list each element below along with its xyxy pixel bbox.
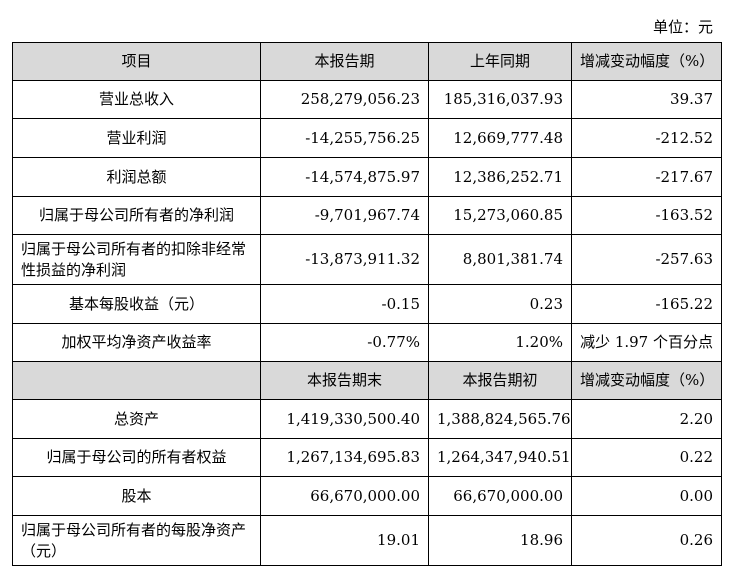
header-period-end: 本报告期末 [260,361,429,400]
row-label: 归属于母公司所有者的扣除非经常性损益的净利润 [12,234,261,285]
row-label: 营业总收入 [12,80,261,119]
header-row: 项目 本报告期 上年同期 增减变动幅度（%） [12,42,722,81]
prior-value: 1,264,347,940.51 [428,438,572,477]
table-row: 营业总收入 258,279,056.23 185,316,037.93 39.3… [12,80,722,119]
change-value: 0.22 [571,438,722,477]
header-change-rate: 增减变动幅度（%） [571,42,722,81]
prior-value: 66,670,000.00 [428,476,572,516]
change-value: -257.63 [571,234,722,285]
change-value: 0.26 [571,515,722,566]
table-row: 营业利润 -14,255,756.25 12,669,777.48 -212.5… [12,118,722,158]
prior-value: 12,669,777.48 [428,118,572,158]
row-label: 营业利润 [12,118,261,158]
header-prior-period: 上年同期 [428,42,572,81]
row-label: 利润总额 [12,157,261,197]
change-value: 2.20 [571,399,722,439]
row-label: 归属于母公司所有者的净利润 [12,196,261,235]
prior-value: 1,388,824,565.76 [428,399,572,439]
table-row: 基本每股收益（元） -0.15 0.23 -165.22 [12,284,722,324]
prior-value: 8,801,381.74 [428,234,572,285]
current-value: 19.01 [260,515,429,566]
change-value: -165.22 [571,284,722,324]
row-label: 加权平均净资产收益率 [12,323,261,362]
prior-value: 12,386,252.71 [428,157,572,197]
prior-value: 0.23 [428,284,572,324]
table-row: 归属于母公司所有者的净利润 -9,701,967.74 15,273,060.8… [12,196,722,235]
row-label: 股本 [12,476,261,516]
current-value: -0.77% [260,323,429,362]
header-row-balance: 本报告期末 本报告期初 增减变动幅度（%） [12,361,722,400]
prior-value: 185,316,037.93 [428,80,572,119]
header-current-period: 本报告期 [260,42,429,81]
change-value: 0.00 [571,476,722,516]
table-row: 加权平均净资产收益率 -0.77% 1.20% 减少 1.97 个百分点 [12,323,722,362]
unit-label: 单位：元 [652,18,713,36]
current-value: 258,279,056.23 [260,80,429,119]
header-change-rate: 增减变动幅度（%） [571,361,722,400]
table-row: 股本 66,670,000.00 66,670,000.00 0.00 [12,476,722,516]
header-blank [12,361,261,400]
change-value: -163.52 [571,196,722,235]
current-value: -14,574,875.97 [260,157,429,197]
current-value: -14,255,756.25 [260,118,429,158]
prior-value: 1.20% [428,323,572,362]
header-period-start: 本报告期初 [428,361,572,400]
table-row: 总资产 1,419,330,500.40 1,388,824,565.76 2.… [12,399,722,439]
row-label: 归属于母公司所有者的每股净资产（元） [12,515,261,566]
prior-value: 15,273,060.85 [428,196,572,235]
row-label: 总资产 [12,399,261,439]
row-label: 归属于母公司的所有者权益 [12,438,261,477]
change-value: -217.67 [571,157,722,197]
prior-value: 18.96 [428,515,572,566]
table-row: 归属于母公司所有者的扣除非经常性损益的净利润 -13,873,911.32 8,… [12,234,722,285]
current-value: 1,267,134,695.83 [260,438,429,477]
change-value: -212.52 [571,118,722,158]
current-value: -13,873,911.32 [260,234,429,285]
financial-summary-table: 项目 本报告期 上年同期 增减变动幅度（%） 营业总收入 258,279,056… [12,42,722,566]
table-row: 归属于母公司所有者的每股净资产（元） 19.01 18.96 0.26 [12,515,722,566]
table-row: 利润总额 -14,574,875.97 12,386,252.71 -217.6… [12,157,722,197]
header-item: 项目 [12,42,261,81]
change-value: 39.37 [571,80,722,119]
row-label: 基本每股收益（元） [12,284,261,324]
current-value: -9,701,967.74 [260,196,429,235]
current-value: 1,419,330,500.40 [260,399,429,439]
table-row: 归属于母公司的所有者权益 1,267,134,695.83 1,264,347,… [12,438,722,477]
current-value: -0.15 [260,284,429,324]
change-value: 减少 1.97 个百分点 [571,323,722,362]
current-value: 66,670,000.00 [260,476,429,516]
